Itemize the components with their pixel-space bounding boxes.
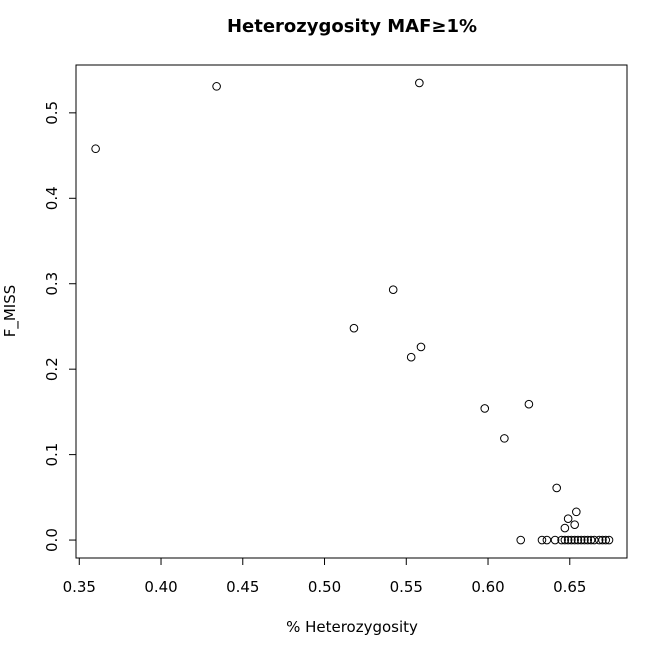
data-point bbox=[580, 535, 589, 545]
data-point bbox=[516, 535, 526, 545]
data-point bbox=[349, 323, 359, 333]
y-tick-label: 0.2 bbox=[43, 357, 61, 381]
x-tick-label: 0.50 bbox=[308, 578, 341, 596]
data-point bbox=[573, 535, 583, 545]
y-tick-label: 0.1 bbox=[43, 443, 61, 467]
data-point bbox=[560, 523, 570, 533]
data-point bbox=[589, 535, 599, 545]
x-tick-label: 0.60 bbox=[471, 578, 504, 596]
data-point bbox=[91, 144, 100, 154]
data-point bbox=[563, 514, 573, 523]
data-point bbox=[212, 82, 221, 91]
data-point bbox=[583, 535, 593, 545]
x-tick-label: 0.40 bbox=[144, 578, 177, 596]
data-point bbox=[598, 535, 607, 545]
chart-title: Heterozygosity MAF≥1% bbox=[227, 16, 477, 37]
data-point bbox=[415, 78, 424, 88]
data-point bbox=[570, 535, 579, 545]
data-point bbox=[537, 535, 547, 545]
y-tick-label: 0.5 bbox=[43, 101, 61, 125]
data-point bbox=[500, 434, 509, 443]
plot-frame bbox=[75, 64, 628, 559]
data-point bbox=[570, 520, 579, 529]
data-point bbox=[542, 535, 552, 545]
x-tick-label: 0.45 bbox=[226, 578, 259, 596]
data-point bbox=[552, 483, 561, 493]
data-point bbox=[594, 535, 604, 545]
y-axis: 0.0 0.1 0.2 0.3 0.4 0.5 bbox=[43, 101, 77, 552]
data-point bbox=[576, 535, 586, 545]
x-tick-label: 0.55 bbox=[390, 578, 423, 596]
data-point bbox=[563, 535, 573, 545]
x-axis-label: % Heterozygosity bbox=[286, 618, 418, 636]
data-point bbox=[416, 342, 426, 352]
data-point bbox=[557, 535, 566, 545]
y-axis-label: F_MISS bbox=[1, 285, 20, 338]
data-point bbox=[388, 285, 398, 295]
x-tick-label: 0.35 bbox=[63, 578, 96, 596]
y-tick-label: 0.4 bbox=[43, 186, 61, 210]
y-tick-label: 0.0 bbox=[43, 528, 61, 552]
x-axis: 0.35 0.40 0.45 0.50 0.55 0.60 0.65 bbox=[63, 557, 586, 596]
data-point bbox=[550, 535, 560, 545]
data-point bbox=[572, 507, 581, 517]
data-points bbox=[91, 78, 614, 545]
data-point bbox=[524, 399, 534, 409]
data-point bbox=[604, 535, 614, 545]
data-point bbox=[601, 535, 611, 545]
x-tick-label: 0.65 bbox=[553, 578, 586, 596]
data-point bbox=[480, 404, 490, 413]
data-point bbox=[586, 535, 596, 545]
data-point bbox=[567, 535, 576, 545]
data-point bbox=[406, 352, 416, 362]
data-point bbox=[560, 535, 570, 545]
y-tick-label: 0.3 bbox=[43, 272, 61, 296]
